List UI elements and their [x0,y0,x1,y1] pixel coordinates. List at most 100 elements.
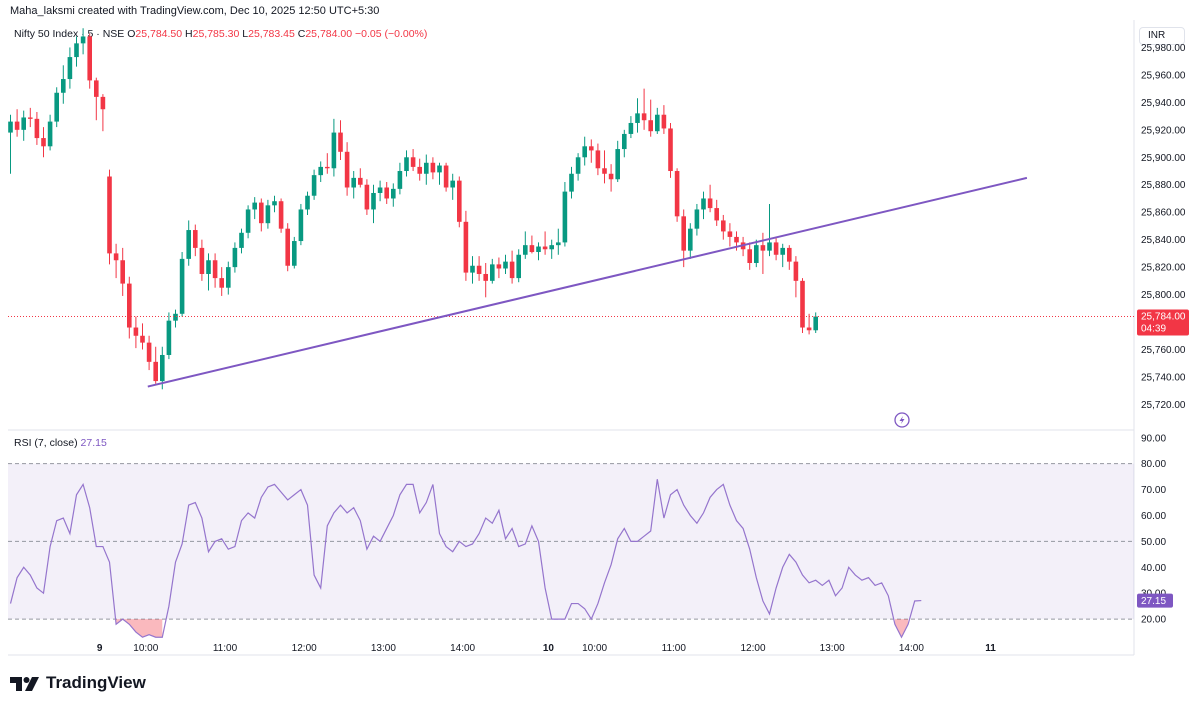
rsi-label[interactable]: RSI (7, close) [14,437,78,449]
candle-body [688,228,693,251]
candle-body [47,121,53,147]
time-axis-tick: 9 [97,643,103,654]
trendline[interactable] [147,176,1028,388]
candle-body [622,133,627,150]
last-price-badge: 25,784.00 04:39 [1137,309,1189,336]
candle-body [239,232,244,248]
candle-body [133,327,139,336]
candle-body [668,128,673,172]
candle-body [166,320,172,355]
rsi-axis-tick: 40.00 [1141,563,1166,574]
candle-body [153,361,158,382]
candle-body [364,184,370,210]
candle-body [146,342,152,362]
rsi-badge-label: 27.15 [1141,596,1166,607]
candle-body [127,283,132,328]
candle-body [371,192,376,210]
last-price-label: 25,784.00 [1141,312,1186,323]
candle-body [358,177,363,185]
time-axis-tick: 11:00 [213,643,238,654]
candle-body [311,175,317,196]
candle-body [160,354,165,382]
currency-selector[interactable]: INR [1139,27,1185,45]
time-axis-tick: 14:00 [450,643,475,654]
candle-body [714,208,719,221]
high-label: H [185,28,193,40]
candle-body [787,247,792,262]
time-axis-tick: 13:00 [820,643,845,654]
candle-body [140,335,145,343]
tradingview-wordmark: TradingView [46,673,146,692]
candle-body [21,117,26,130]
candle-body [226,267,231,288]
candle-body [219,278,224,288]
candle-body [384,187,389,199]
tradingview-logo[interactable]: TradingView [10,673,146,693]
candle-body [595,150,601,169]
candle-body [648,120,653,132]
candle-body [212,260,218,279]
candle-body [529,245,535,253]
candle-body [707,198,713,209]
price-axis-tick: 25,720.00 [1141,400,1186,411]
candle-body [100,96,106,110]
rsi-axis-tick: 50.00 [1141,537,1166,548]
candle-body [516,254,521,279]
price-axis-tick: 25,860.00 [1141,208,1186,219]
time-axis-tick: 11:00 [662,643,687,654]
candle-body [734,236,739,243]
candle-body [509,261,515,279]
rsi-legend: RSI (7, close) 27.15 [14,437,107,449]
change-value: −0.05 (−0.00%) [354,28,428,40]
price-axis-tick: 25,840.00 [1141,235,1186,246]
candle-body [655,114,660,132]
candle-body [206,260,211,274]
candle-body [424,162,429,174]
bar-countdown: 04:39 [1141,324,1166,335]
candle-body [674,171,680,217]
candle-body [443,165,449,188]
low-value: 25,783.45 [248,28,295,40]
candle-body [747,249,752,263]
candle-body [628,122,634,134]
rsi-line [9,479,922,639]
candle-body [635,113,640,123]
candle-body [113,253,119,261]
candle-body [754,245,759,263]
candle-body [767,242,772,251]
time-axis-tick: 12:00 [740,643,765,654]
candle-body [681,216,686,251]
candle-body [74,43,79,58]
candle-body [542,246,548,250]
symbol-label[interactable]: Nifty 50 Index · 5 · NSE [14,28,125,40]
time-axis-tick: 14:00 [899,643,924,654]
open-label: O [127,28,136,40]
candle-body [694,209,700,229]
candle-body [28,117,33,119]
author-header: Maha_laksmi created with TradingView.com… [10,5,380,17]
price-axis-tick: 25,880.00 [1141,180,1186,191]
candle-body [813,316,818,331]
price-axis-tick: 25,760.00 [1141,345,1186,356]
candle-body [615,149,620,180]
lightning-icon[interactable] [894,412,910,428]
candle-body [331,132,337,169]
time-axis-tick: 11 [985,643,996,654]
price-axis-tick: 25,740.00 [1141,372,1186,383]
candle-body [503,261,508,269]
candle-body [298,209,304,242]
candle-body [608,173,614,180]
candle-body [193,230,198,248]
candle-body [463,221,469,273]
price-axis-tick: 25,820.00 [1141,263,1186,274]
candle-body [727,231,733,237]
candle-body [8,121,13,133]
time-axis-tick: 10 [543,643,555,654]
candle-body [265,205,271,224]
time-axis-tick: 10:00 [582,643,607,654]
candle-body [457,180,462,222]
candle-body [186,230,191,259]
candle-body [800,280,805,328]
candle-body [173,313,178,321]
